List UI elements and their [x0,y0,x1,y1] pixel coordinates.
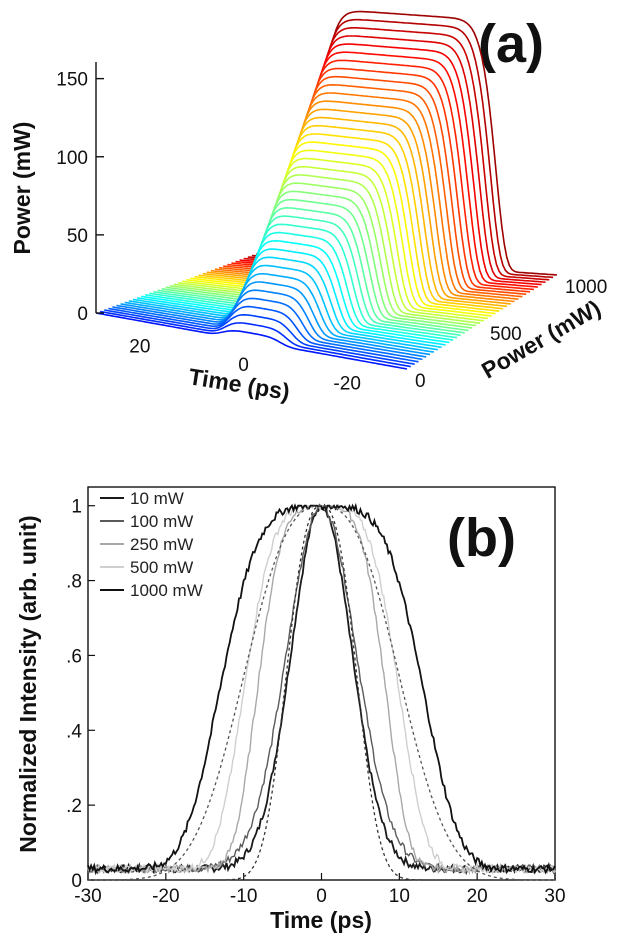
b-x-tick-label: 0 [316,886,327,907]
legend-entry: 250 mW [130,535,193,554]
legend-entry: 1000 mW [130,581,203,600]
a-y-ticks: 0 50 100 150 [56,70,104,325]
a-y-tick-label: 150 [56,70,88,91]
waterfall-curve [182,157,488,320]
b-y-tick-label: .2 [66,796,82,817]
b-series-lines [87,502,556,881]
b-y-tick-label: 1 [71,497,82,518]
a-y-tick-label: 100 [56,148,88,169]
waterfall-curve [124,273,435,353]
waterfall-curve [99,310,411,368]
waterfall-curve [190,141,496,315]
b-fit-line [88,505,555,881]
legend-entry: 100 mW [130,512,193,531]
a-y-tick-label: 0 [77,304,88,325]
waterfall-curve [165,190,473,329]
waterfall-curve [132,256,442,349]
waterfall-curve [161,198,469,332]
waterfall-curve [177,166,484,322]
waterfall-curve [157,207,465,334]
a-depth-tick-label: 500 [490,324,522,345]
b-x-tick-label: -30 [74,886,101,907]
waterfall-curves [95,10,558,370]
b-x-tick-label: -20 [152,886,179,907]
waterfall-curve [141,239,450,344]
a-depth-tick-label: 1000 [565,277,607,298]
legend-entry: 500 mW [130,558,193,577]
b-x-tick-label: 10 [389,886,410,907]
a-x-tick-label: -20 [333,374,360,395]
waterfall-curve [128,264,438,351]
b-y-tick-label: .6 [66,646,82,667]
waterfall-curve [120,281,431,356]
waterfall-curve [108,305,419,363]
b-x-tick-label: 30 [544,886,565,907]
panel-a-label: (a) [478,14,544,74]
b-x-tick-label: -10 [230,886,257,907]
waterfall-curve [173,174,481,324]
b-axis-ticks: -30 -20 -10 0 10 20 30 0 .2 .4 .6 .8 1 [66,497,565,907]
panel-b-label: (b) [447,508,516,568]
waterfall-curve [104,309,415,365]
b-x-axis-title: Time (ps) [270,907,372,933]
a-x-ticks: 20 0 -20 [129,336,361,394]
b-fit-line [88,505,555,881]
b-y-tick-label: .8 [66,572,82,593]
b-series-line [87,502,556,876]
waterfall-curve [145,231,454,341]
waterfall-curve [149,223,458,339]
b-y-axis-title: Normalized Intensity (arb. unit) [15,515,41,852]
b-x-tick-label: 20 [467,886,488,907]
b-legend: 10 mW 100 mW 250 mW 500 mW 1000 mW [100,489,203,600]
a-depth-tick-label: 0 [415,371,426,392]
waterfall-curve [112,297,423,361]
waterfall-curve [136,248,446,346]
a-y-tick-label: 50 [67,226,88,247]
legend-entry: 10 mW [130,489,184,508]
waterfall-curve [186,149,492,317]
a-x-tick-label: 0 [238,355,249,376]
waterfall-curve [95,312,408,370]
waterfall-curve [169,182,477,327]
a-x-tick-label: 20 [129,336,150,357]
b-y-tick-label: 0 [71,871,82,892]
waterfall-curve [116,289,427,358]
a-y-axis-title: Power (mW) [9,122,35,255]
a-depth-ticks: 0 500 1000 [415,277,607,392]
waterfall-curve [153,215,461,337]
panel-b-chart: (b) -30 -20 -10 0 10 20 30 0 .2 .4 .6 .8 1 10 mW 100 … [15,486,566,933]
b-y-tick-label: .4 [66,721,82,742]
